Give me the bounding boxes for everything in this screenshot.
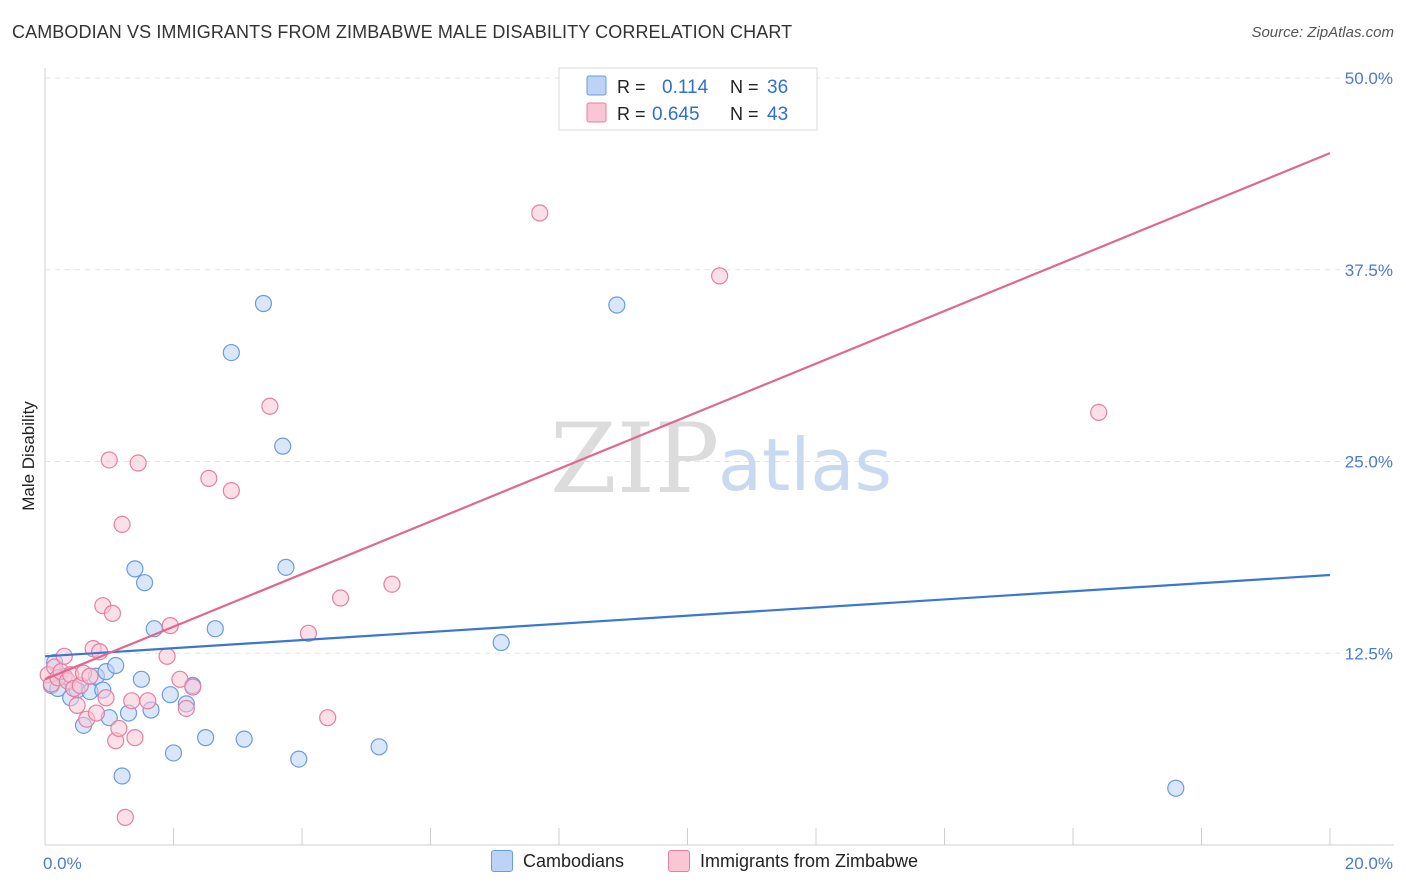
chart-title: CAMBODIAN VS IMMIGRANTS FROM ZIMBABWE MA… — [12, 22, 793, 42]
legend-swatch-cambodians — [491, 850, 513, 872]
point-cambodians-32 — [492, 633, 510, 652]
point-zimbabwe-40 — [383, 575, 401, 593]
point-cambodians-27 — [254, 294, 273, 313]
point-cambodians-15 — [132, 670, 150, 688]
point-cambodians-30 — [290, 750, 308, 768]
source-credit: Source: ZipAtlas.com — [1251, 24, 1394, 41]
point-zimbabwe-43 — [1090, 403, 1108, 422]
stats-r-value-1: 0.114 — [662, 77, 709, 98]
point-zimbabwe-32 — [177, 699, 195, 718]
x-tick-label-1: 20.0% — [1345, 854, 1393, 873]
axes — [44, 68, 1394, 846]
stats-n-value-1: 36 — [767, 77, 788, 98]
point-cambodians-14 — [126, 560, 144, 578]
point-zimbabwe-15 — [87, 704, 106, 722]
stats-legend: R = 0.114 N = 36 R = 0.645 N = 43 — [558, 67, 818, 131]
point-cambodians-24 — [206, 620, 224, 638]
point-zimbabwe-18 — [97, 689, 115, 707]
x-tick-labels: 0.0% 20.0% — [43, 854, 1393, 873]
stats-legend-swatch-zimbabwe — [586, 102, 607, 123]
point-cambodians-25 — [222, 343, 240, 362]
legend-swatch-zimbabwe — [668, 850, 690, 872]
y-tick-label-1: 25.0% — [1345, 453, 1393, 472]
legend-item-cambodians[interactable]: Cambodians — [491, 850, 624, 872]
stats-n-value-2: 43 — [767, 104, 788, 125]
x-tick-label-0: 0.0% — [43, 854, 82, 873]
point-zimbabwe-38 — [319, 709, 337, 727]
point-cambodians-11 — [107, 656, 125, 675]
point-cambodians-31 — [370, 738, 388, 756]
point-zimbabwe-26 — [126, 729, 144, 747]
point-cambodians-19 — [161, 686, 179, 704]
point-zimbabwe-39 — [331, 589, 350, 607]
data-points — [39, 204, 1185, 826]
point-zimbabwe-29 — [158, 647, 176, 665]
legend-label-cambodians: Cambodians — [523, 850, 625, 871]
watermark-zip: ZIP — [550, 403, 719, 515]
stats-n-label-1: N = — [730, 77, 759, 97]
point-zimbabwe-9 — [68, 696, 86, 715]
point-zimbabwe-25 — [123, 692, 141, 710]
x-tick-marks — [44, 828, 1331, 845]
trendlines — [44, 152, 1331, 681]
point-zimbabwe-42 — [711, 267, 729, 285]
point-zimbabwe-24 — [116, 808, 134, 826]
point-zimbabwe-20 — [103, 604, 122, 622]
point-zimbabwe-23 — [113, 515, 131, 533]
point-cambodians-29 — [277, 558, 295, 576]
point-cambodians-23 — [197, 729, 215, 747]
point-cambodians-16 — [135, 574, 154, 592]
point-zimbabwe-22 — [110, 719, 128, 738]
stats-r-label-2: R = — [617, 104, 646, 124]
y-axis-title: Male Disability — [19, 401, 38, 511]
trendline-zimbabwe — [44, 152, 1331, 681]
point-zimbabwe-19 — [100, 451, 118, 469]
point-zimbabwe-31 — [171, 670, 189, 688]
point-zimbabwe-41 — [531, 204, 549, 222]
point-cambodians-34 — [1167, 779, 1185, 797]
point-zimbabwe-36 — [261, 397, 279, 415]
legend-item-zimbabwe[interactable]: Immigrants from Zimbabwe — [668, 850, 918, 872]
stats-n-label-2: N = — [730, 104, 759, 124]
y-tick-label-0: 12.5% — [1345, 644, 1393, 663]
point-cambodians-12 — [113, 767, 131, 785]
point-zimbabwe-13 — [81, 667, 99, 685]
y-tick-label-2: 37.5% — [1345, 261, 1393, 280]
y-tick-labels: 12.5% 25.0% 37.5% 50.0% — [1345, 69, 1393, 663]
point-zimbabwe-27 — [129, 454, 147, 472]
gridlines — [45, 77, 1394, 654]
stats-r-label-1: R = — [617, 77, 646, 97]
point-cambodians-28 — [274, 437, 292, 455]
series-legend: Cambodians Immigrants from Zimbabwe — [0, 850, 1406, 880]
point-zimbabwe-37 — [299, 624, 318, 642]
point-zimbabwe-28 — [139, 692, 157, 710]
y-tick-label-3: 50.0% — [1345, 69, 1393, 88]
point-zimbabwe-33 — [184, 678, 202, 696]
point-cambodians-26 — [235, 730, 253, 748]
point-cambodians-33 — [608, 296, 626, 314]
watermark-atlas: atlas — [718, 423, 892, 507]
stats-legend-swatch-cambodians — [586, 75, 607, 96]
point-zimbabwe-34 — [200, 469, 218, 487]
point-cambodians-20 — [164, 744, 183, 762]
watermark: ZIP atlas — [550, 403, 892, 515]
point-zimbabwe-35 — [222, 482, 240, 500]
legend-label-zimbabwe: Immigrants from Zimbabwe — [700, 850, 919, 871]
trendline-cambodians — [44, 573, 1331, 658]
stats-r-value-2: 0.645 — [652, 104, 700, 125]
